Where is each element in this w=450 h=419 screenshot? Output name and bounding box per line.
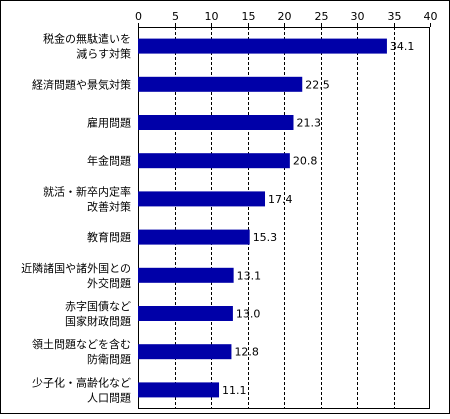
data-label: 22.5 xyxy=(305,78,330,91)
data-label: 12.8 xyxy=(234,346,259,359)
data-label: 21.3 xyxy=(296,117,321,130)
bar xyxy=(138,382,220,398)
data-label: 17.4 xyxy=(268,193,293,206)
category-label: 雇用問題 xyxy=(87,116,131,130)
category-label: 経済問題や景気対策 xyxy=(32,77,131,91)
category-label: 国家財政問題 xyxy=(65,314,131,328)
bar xyxy=(138,115,294,130)
x-tick-label: 40 xyxy=(424,10,438,23)
bar xyxy=(138,229,250,245)
data-label: 15.3 xyxy=(253,231,278,244)
bar xyxy=(138,153,290,169)
x-tick-label: 0 xyxy=(135,10,142,23)
category-label: 少子化・高齢化など xyxy=(32,375,131,389)
x-tick-label: 30 xyxy=(351,10,365,23)
x-tick-label: 5 xyxy=(172,10,179,23)
category-label: 赤字国債など xyxy=(65,299,131,313)
category-label: 領土問題などを含む xyxy=(32,337,131,351)
plot-frame xyxy=(138,27,430,409)
category-label: 近隣諸国や諸外国との xyxy=(21,261,131,275)
category-label: 教育問題 xyxy=(87,230,131,244)
data-label: 11.1 xyxy=(222,384,247,397)
data-label: 13.1 xyxy=(237,269,262,282)
x-tick-label: 35 xyxy=(388,10,402,23)
bar xyxy=(138,38,387,54)
bar xyxy=(138,344,232,360)
bar xyxy=(138,191,266,207)
data-label: 20.8 xyxy=(293,155,318,168)
bar xyxy=(138,76,303,92)
category-label: 外交問題 xyxy=(87,276,131,290)
category-label: 税金の無駄遣いを xyxy=(43,32,131,46)
bar xyxy=(138,306,233,321)
category-label: 年金問題 xyxy=(87,154,131,168)
category-label: 減らす対策 xyxy=(76,47,131,61)
category-label: 防衛問題 xyxy=(87,352,131,366)
x-tick-label: 20 xyxy=(278,10,292,23)
data-label: 34.1 xyxy=(390,40,415,53)
data-label: 13.0 xyxy=(236,308,261,321)
category-label: 改善対策 xyxy=(87,199,131,213)
category-label: 就活・新卒内定率 xyxy=(43,184,131,198)
category-label: 人口問題 xyxy=(87,391,131,404)
bar xyxy=(138,267,234,283)
x-tick-label: 15 xyxy=(242,10,256,23)
x-tick-label: 25 xyxy=(315,10,329,23)
x-tick-label: 10 xyxy=(205,10,219,23)
